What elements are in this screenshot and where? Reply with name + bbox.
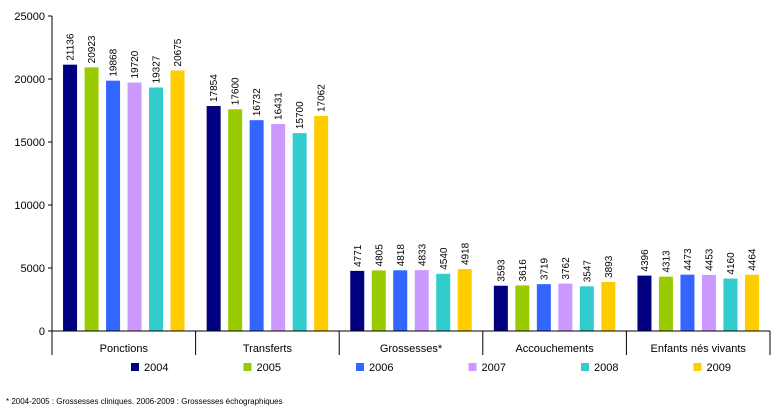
value-label: 3547: [582, 260, 593, 283]
x-tick-label: Ponctions: [100, 343, 149, 355]
bar: [350, 270, 365, 331]
legend-label: 2005: [257, 362, 281, 374]
y-tick-label: 25000: [14, 11, 45, 23]
value-label: 4818: [396, 244, 407, 267]
value-label: 3719: [539, 257, 550, 280]
value-label: 3593: [496, 259, 507, 282]
legend-label: 2009: [707, 362, 731, 374]
value-label: 4160: [726, 252, 737, 275]
bar: [601, 281, 616, 331]
value-label: 19720: [130, 50, 141, 78]
bar: [292, 133, 307, 331]
value-label: 20923: [87, 35, 98, 63]
bar: [579, 286, 594, 331]
value-label: 4313: [661, 250, 672, 273]
bar: [515, 285, 530, 331]
value-label: 15700: [295, 101, 306, 129]
bar: [314, 116, 329, 331]
bar: [106, 80, 121, 331]
value-label: 4473: [683, 248, 694, 271]
legend-label: 2007: [482, 362, 506, 374]
value-label: 4771: [353, 244, 364, 267]
x-tick-label: Accouchements: [515, 343, 594, 355]
bar: [63, 64, 78, 331]
x-tick-label: Transferts: [243, 343, 293, 355]
y-tick-label: 20000: [14, 74, 45, 86]
bar: [457, 269, 472, 331]
value-label: 17600: [231, 77, 242, 105]
value-label: 3762: [561, 257, 572, 280]
value-label: 4918: [460, 242, 471, 265]
value-label: 4805: [374, 244, 385, 267]
bar: [723, 278, 738, 331]
footnote: * 2004-2005 : Grossesses cliniques. 2006…: [6, 397, 283, 406]
bar: [271, 123, 286, 332]
bar: [558, 283, 573, 331]
bar: [84, 67, 99, 331]
bar: [249, 120, 264, 331]
value-label: 19868: [109, 48, 120, 76]
bar: [493, 285, 508, 331]
y-tick-label: 5000: [21, 263, 45, 275]
value-label: 4464: [747, 248, 758, 271]
legend-swatch: [356, 363, 364, 371]
bar: [371, 270, 386, 331]
y-tick-label: 15000: [14, 137, 45, 149]
x-tick-label: Grossesses*: [380, 343, 443, 355]
value-label: 3616: [518, 259, 529, 282]
bar: [680, 274, 695, 331]
x-tick-label: Enfants nés vivants: [651, 343, 747, 355]
legend-swatch: [243, 363, 252, 371]
bar: [393, 270, 408, 331]
y-tick-label: 0: [39, 326, 45, 338]
legend-label: 2004: [144, 362, 168, 374]
value-label: 17062: [317, 84, 328, 112]
value-label: 17854: [209, 74, 220, 102]
bar: [414, 270, 429, 331]
bar: [228, 109, 243, 332]
legend-swatch: [581, 363, 589, 371]
value-label: 16732: [252, 88, 263, 116]
bar: [701, 274, 716, 331]
bar: [170, 70, 185, 332]
value-label: 16431: [274, 92, 285, 120]
value-label: 3893: [604, 255, 615, 278]
bar: [436, 273, 451, 331]
bar: [744, 274, 759, 331]
value-label: 4540: [439, 247, 450, 270]
legend-label: 2008: [594, 362, 618, 374]
bar: [536, 284, 551, 331]
value-label: 19327: [152, 55, 163, 83]
y-tick-label: 10000: [14, 200, 45, 212]
legend-swatch: [468, 363, 477, 371]
value-label: 21136: [66, 33, 77, 61]
bar: [637, 275, 652, 331]
value-label: 4833: [417, 243, 428, 266]
bar: [206, 106, 221, 331]
value-label: 20675: [173, 38, 184, 66]
legend-label: 2006: [369, 362, 393, 374]
value-label: 4453: [704, 248, 715, 271]
bar: [127, 82, 142, 331]
bar: [149, 87, 164, 331]
bar: [658, 276, 673, 331]
legend-swatch: [693, 363, 702, 371]
value-label: 4396: [640, 249, 651, 272]
legend-swatch: [131, 363, 139, 371]
